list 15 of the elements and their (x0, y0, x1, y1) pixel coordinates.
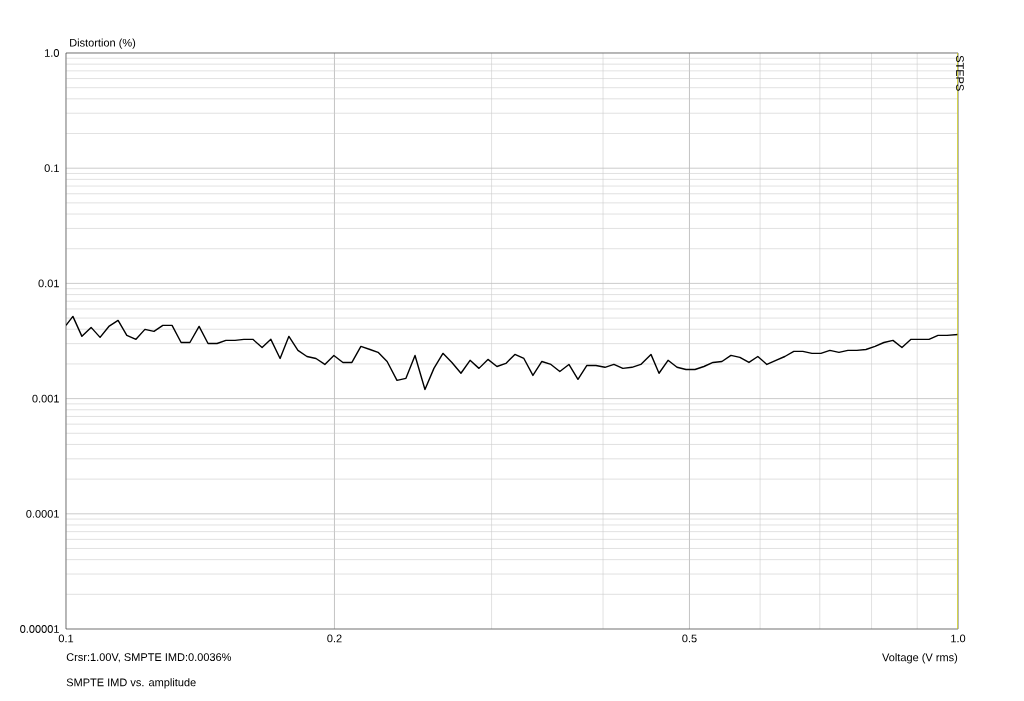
x-tick-label: 1.0 (951, 634, 966, 643)
annotation: STEPS (956, 55, 964, 91)
y-tick-label: 0.001 (32, 394, 59, 403)
y-tick-label: 0.00001 (20, 625, 59, 633)
x-tick-label: 0.1 (58, 634, 74, 643)
y-axis-title: Distortion (%) (70, 38, 136, 49)
y-tick-label: 1.0 (45, 49, 60, 57)
x-tick-label: 0.2 (327, 634, 342, 643)
x-axis-title: Voltage (V rms) (882, 653, 958, 664)
y-tick-label: 0.0001 (26, 509, 59, 518)
y-tick-label: 0.1 (44, 164, 59, 173)
x-tick-label: 0.5 (682, 634, 697, 643)
text: Crsr:1.00V, SMPTE IMD:0.0036% (66, 653, 232, 663)
text: SMPTE IMD vs. amplitude (66, 678, 196, 689)
y-tick-label: 0.01 (38, 279, 59, 288)
